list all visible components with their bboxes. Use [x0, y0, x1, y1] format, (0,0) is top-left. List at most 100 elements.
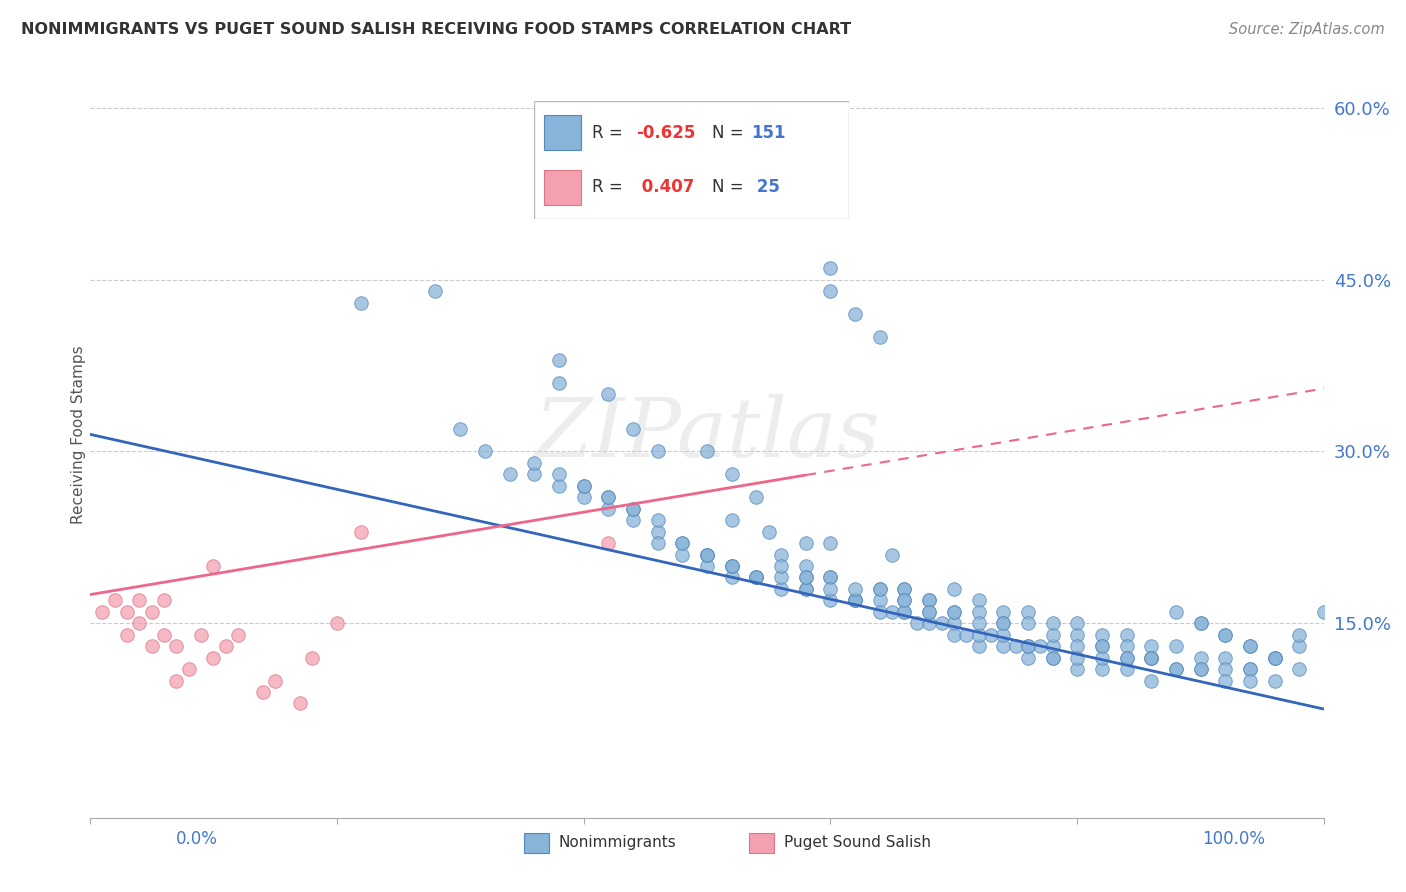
- Text: Source: ZipAtlas.com: Source: ZipAtlas.com: [1229, 22, 1385, 37]
- Point: [1264, 673, 1286, 688]
- Point: [1164, 662, 1187, 676]
- Point: [720, 559, 742, 574]
- Point: [1115, 628, 1137, 642]
- Point: [548, 376, 571, 390]
- Point: [869, 582, 891, 596]
- Point: [1140, 650, 1163, 665]
- Point: [1066, 628, 1088, 642]
- Text: Puget Sound Salish: Puget Sound Salish: [785, 836, 931, 850]
- Point: [141, 605, 163, 619]
- Point: [1264, 650, 1286, 665]
- Point: [918, 593, 941, 607]
- Point: [696, 548, 718, 562]
- Point: [1239, 639, 1261, 653]
- Point: [1042, 650, 1064, 665]
- Point: [572, 479, 595, 493]
- Point: [177, 662, 200, 676]
- Point: [474, 444, 496, 458]
- Point: [745, 570, 768, 584]
- Text: 100.0%: 100.0%: [1202, 830, 1265, 847]
- Point: [1239, 662, 1261, 676]
- Point: [153, 628, 176, 642]
- Point: [696, 559, 718, 574]
- Point: [1115, 639, 1137, 653]
- Point: [993, 628, 1015, 642]
- Point: [1042, 628, 1064, 642]
- Point: [1215, 650, 1237, 665]
- Point: [548, 479, 571, 493]
- Point: [770, 582, 793, 596]
- Text: NONIMMIGRANTS VS PUGET SOUND SALISH RECEIVING FOOD STAMPS CORRELATION CHART: NONIMMIGRANTS VS PUGET SOUND SALISH RECE…: [21, 22, 851, 37]
- Point: [794, 570, 817, 584]
- Point: [1017, 639, 1039, 653]
- Point: [572, 479, 595, 493]
- Point: [1164, 662, 1187, 676]
- Point: [598, 490, 620, 504]
- Point: [1164, 639, 1187, 653]
- Point: [1164, 605, 1187, 619]
- Point: [264, 673, 287, 688]
- Text: 0.0%: 0.0%: [176, 830, 218, 847]
- Point: [128, 616, 150, 631]
- Point: [1091, 628, 1114, 642]
- Point: [498, 467, 520, 482]
- Point: [869, 605, 891, 619]
- Point: [844, 593, 866, 607]
- Point: [745, 490, 768, 504]
- Point: [1215, 662, 1237, 676]
- Point: [820, 593, 842, 607]
- Point: [893, 593, 915, 607]
- Point: [820, 261, 842, 276]
- Point: [794, 582, 817, 596]
- Point: [993, 616, 1015, 631]
- Point: [905, 616, 928, 631]
- Point: [882, 605, 904, 619]
- Point: [820, 570, 842, 584]
- Point: [1189, 650, 1212, 665]
- Point: [869, 593, 891, 607]
- Point: [1042, 616, 1064, 631]
- Point: [1264, 650, 1286, 665]
- Point: [1189, 616, 1212, 631]
- Point: [980, 628, 1002, 642]
- Text: Nonimmigrants: Nonimmigrants: [560, 836, 676, 850]
- Point: [523, 467, 546, 482]
- Point: [523, 456, 546, 470]
- Point: [758, 524, 780, 539]
- Point: [1066, 662, 1088, 676]
- Point: [844, 593, 866, 607]
- Point: [918, 605, 941, 619]
- Point: [918, 593, 941, 607]
- Point: [598, 387, 620, 401]
- Point: [1042, 639, 1064, 653]
- Point: [1091, 650, 1114, 665]
- Point: [844, 307, 866, 321]
- Point: [449, 421, 471, 435]
- Point: [967, 593, 990, 607]
- Point: [288, 697, 311, 711]
- Point: [671, 548, 693, 562]
- Point: [1091, 639, 1114, 653]
- Point: [325, 616, 347, 631]
- Point: [720, 559, 742, 574]
- Point: [1288, 639, 1310, 653]
- Point: [301, 650, 323, 665]
- Point: [1140, 673, 1163, 688]
- Point: [1066, 616, 1088, 631]
- Point: [893, 593, 915, 607]
- Point: [165, 673, 187, 688]
- Point: [993, 639, 1015, 653]
- Point: [548, 467, 571, 482]
- Point: [955, 628, 977, 642]
- Point: [115, 628, 138, 642]
- Point: [893, 605, 915, 619]
- Point: [1239, 639, 1261, 653]
- Point: [1239, 662, 1261, 676]
- Point: [141, 639, 163, 653]
- Point: [770, 570, 793, 584]
- Point: [1264, 650, 1286, 665]
- Point: [942, 605, 965, 619]
- Text: ZIPatlas: ZIPatlas: [534, 394, 880, 475]
- Point: [1017, 605, 1039, 619]
- Point: [1066, 650, 1088, 665]
